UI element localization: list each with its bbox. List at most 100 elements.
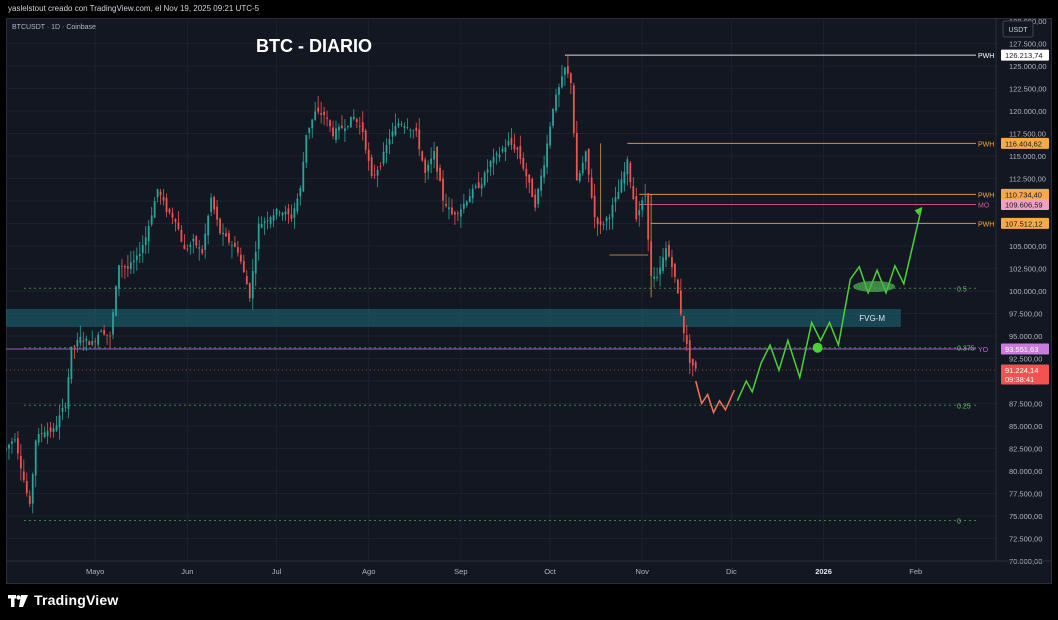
candle-body bbox=[8, 444, 10, 449]
candle-body bbox=[632, 186, 635, 200]
candle-body bbox=[602, 224, 605, 225]
candle-body bbox=[266, 220, 269, 221]
candle-body bbox=[147, 225, 150, 241]
candle-body bbox=[237, 247, 239, 253]
candle-body bbox=[129, 262, 132, 269]
candle-body bbox=[629, 162, 632, 183]
candle-body bbox=[394, 125, 397, 136]
fib-label: 0.5 bbox=[957, 286, 967, 293]
candle-body bbox=[245, 276, 248, 285]
candle-body bbox=[344, 128, 346, 132]
candle-body bbox=[433, 150, 435, 160]
target-zone-ellipse bbox=[853, 281, 896, 292]
candle-body bbox=[382, 151, 385, 164]
candle-body bbox=[561, 76, 563, 88]
time-tick-label: Jun bbox=[181, 567, 193, 576]
candle-body bbox=[540, 175, 543, 191]
grid-layer bbox=[6, 18, 996, 562]
candle-body bbox=[531, 178, 534, 198]
candle-body bbox=[61, 407, 64, 412]
candle-body bbox=[141, 244, 144, 253]
chart-frame bbox=[6, 18, 1052, 584]
candle-body bbox=[480, 184, 483, 189]
price-tag-bg bbox=[1001, 49, 1049, 61]
candle-body bbox=[406, 126, 409, 128]
candle-body bbox=[67, 377, 70, 409]
candle-body bbox=[486, 169, 489, 173]
price-tick-label: 117.500,00 bbox=[1009, 130, 1046, 139]
price-tag-text: 110.734,40 bbox=[1005, 190, 1042, 199]
last-price-countdown: 09:38:41 bbox=[1005, 375, 1034, 384]
candle-body bbox=[192, 238, 195, 242]
tradingview-logo[interactable]: TradingView bbox=[8, 592, 118, 608]
price-tag-text: 109.606,59 bbox=[1005, 201, 1043, 210]
candle-body bbox=[358, 125, 361, 127]
candle-body bbox=[668, 245, 670, 257]
candle-body bbox=[207, 215, 210, 236]
level-label: YO bbox=[978, 347, 989, 354]
candle-body bbox=[100, 331, 103, 333]
price-tag-text: 93.551,63 bbox=[1005, 345, 1038, 354]
candle-body bbox=[14, 439, 16, 441]
candle-body bbox=[605, 217, 608, 221]
candle-body bbox=[611, 204, 614, 218]
candle-body bbox=[349, 116, 352, 128]
candle-body bbox=[457, 213, 459, 214]
candle-body bbox=[451, 207, 453, 215]
candle-body bbox=[578, 173, 581, 182]
candle-body bbox=[558, 87, 560, 95]
candle-body bbox=[186, 248, 189, 250]
candle-body bbox=[73, 345, 76, 347]
projection-green-path bbox=[736, 207, 923, 402]
candle-body bbox=[653, 276, 655, 279]
candle-body bbox=[341, 125, 343, 129]
currency-button[interactable]: USDT bbox=[1002, 20, 1034, 38]
candle-body bbox=[88, 341, 91, 345]
price-tag-bg bbox=[1001, 217, 1049, 229]
candle-body bbox=[234, 242, 236, 247]
candle-body bbox=[239, 254, 242, 262]
candle-body bbox=[462, 203, 465, 209]
candle-body bbox=[564, 67, 566, 75]
candle-body bbox=[373, 174, 376, 176]
price-tick-label: 77.500,00 bbox=[1009, 490, 1042, 499]
price-tick-label: 87.500,00 bbox=[1009, 400, 1042, 409]
candle-body bbox=[448, 207, 450, 210]
candle-body bbox=[504, 147, 507, 153]
price-tick-label: 75.000,00 bbox=[1009, 512, 1042, 521]
candle-body bbox=[454, 212, 456, 215]
candle-body bbox=[501, 149, 504, 152]
candle-body bbox=[269, 217, 272, 225]
candle-body bbox=[320, 113, 323, 115]
candle-body bbox=[183, 244, 186, 250]
candle-body bbox=[409, 129, 412, 131]
candle-body bbox=[397, 123, 400, 127]
candle-body bbox=[507, 141, 510, 146]
candle-body bbox=[162, 196, 165, 201]
price-tick-label: 95.000,00 bbox=[1009, 332, 1042, 341]
fvg-zone bbox=[6, 309, 901, 327]
candle-body bbox=[367, 149, 370, 161]
candle-body bbox=[338, 126, 340, 131]
candle-body bbox=[647, 193, 650, 240]
candle-body bbox=[662, 257, 664, 271]
candle-body bbox=[97, 334, 100, 345]
candle-body bbox=[427, 164, 430, 172]
price-tag-bg bbox=[1001, 343, 1049, 355]
candle-body bbox=[617, 191, 620, 200]
candle-body bbox=[153, 201, 156, 218]
candle-body bbox=[216, 206, 218, 220]
price-tick-label: 120.000,00 bbox=[1009, 107, 1047, 116]
candle-body bbox=[263, 221, 266, 223]
candle-body bbox=[347, 125, 349, 128]
projection-paths bbox=[695, 207, 923, 415]
time-tick-label: Feb bbox=[909, 567, 922, 576]
candle-body bbox=[376, 169, 379, 176]
time-axis: Mayo Jun Jul Ago Sep Oct Nov Dic 2026 Feb bbox=[6, 560, 1052, 576]
tradingview-brand: TradingView bbox=[34, 592, 119, 608]
candle-body bbox=[439, 167, 441, 181]
price-tag-text: 107.512,12 bbox=[1005, 219, 1043, 228]
time-tick-label: Oct bbox=[544, 567, 557, 576]
candle-body bbox=[43, 432, 46, 438]
